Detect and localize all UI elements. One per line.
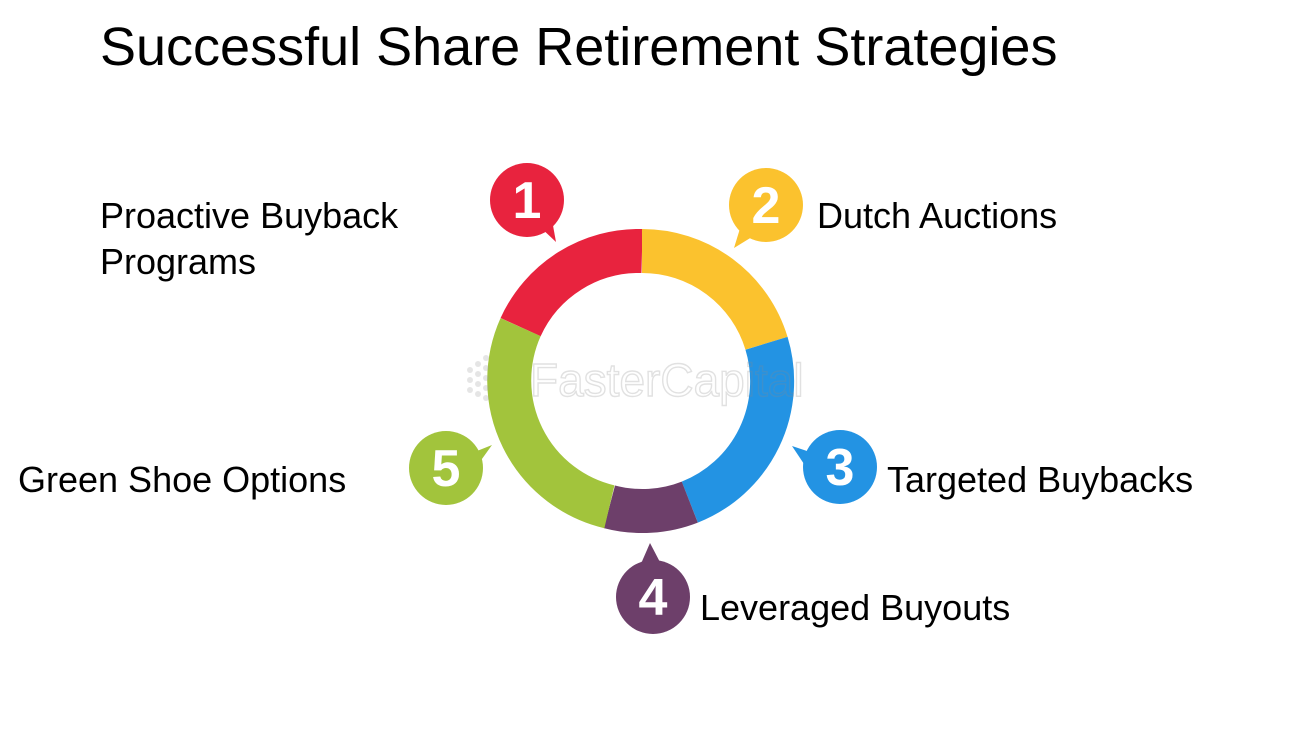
marker-4-number: 4 — [639, 569, 668, 627]
marker-4-badge — [616, 560, 690, 634]
strategy-label-5: Green Shoe Options — [18, 457, 346, 503]
strategy-label-3-line-1: Targeted Buybacks — [887, 459, 1194, 500]
watermark: FasterCapital — [467, 353, 804, 407]
strategy-label-1: Proactive Buyback Programs — [100, 193, 398, 285]
marker-4: 4 — [616, 543, 690, 634]
marker-1: 1 — [490, 163, 564, 242]
ring-segment-5 — [487, 318, 615, 529]
strategy-label-5-line-1: Green Shoe Options — [18, 459, 347, 500]
ring-segment-4 — [603, 481, 698, 534]
marker-3: 3 — [792, 430, 877, 504]
strategy-label-2: Dutch Auctions — [817, 193, 1057, 239]
marker-5: 5 — [409, 431, 492, 505]
strategy-label-2-line-1: Dutch Auctions — [817, 195, 1058, 236]
strategy-label-1-line-2: Programs — [100, 241, 257, 282]
marker-5-badge — [409, 431, 483, 505]
ring — [487, 228, 795, 534]
marker-1-badge — [490, 163, 564, 237]
marker-1-number: 1 — [513, 172, 542, 230]
strategy-label-1-line-1: Proactive Buyback — [100, 195, 399, 236]
marker-3-number: 3 — [826, 439, 855, 497]
strategy-label-4-line-1: Leveraged Buyouts — [700, 587, 1011, 628]
marker-2: 2 — [729, 168, 803, 248]
watermark-text: FasterCapital — [530, 354, 804, 406]
strategy-label-4: Leveraged Buyouts — [700, 585, 1010, 631]
marker-5-number: 5 — [432, 440, 461, 498]
ring-segment-3 — [681, 336, 795, 523]
marker-3-badge — [803, 430, 877, 504]
ring-segment-2 — [641, 228, 788, 351]
watermark-logo-icon — [467, 355, 489, 401]
page-title: Successful Share Retirement Strategies — [100, 17, 1058, 77]
marker-2-number: 2 — [752, 177, 781, 235]
ring-segment-1 — [500, 228, 643, 337]
marker-2-badge — [729, 168, 803, 242]
strategy-label-3: Targeted Buybacks — [887, 457, 1193, 503]
